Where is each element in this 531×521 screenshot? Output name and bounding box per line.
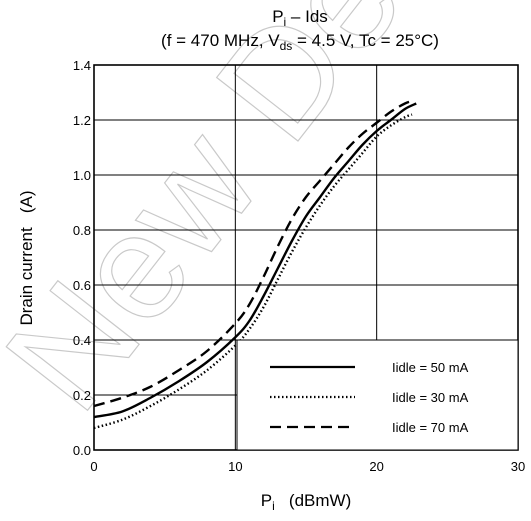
y-tick-label: 1.4	[73, 58, 91, 73]
x-tick-label: 30	[511, 459, 525, 474]
y-tick-label: 0.0	[73, 443, 91, 458]
legend-label-70ma: Iidle = 70 mA	[392, 420, 469, 435]
legend-box	[237, 340, 518, 450]
y-tick-label: 0.6	[73, 278, 91, 293]
legend-label-50ma: Iidle = 50 mA	[392, 360, 469, 375]
y-axis-label: Drain current (A)	[17, 190, 36, 325]
x-tick-label: 10	[228, 459, 242, 474]
x-axis-ticks: 0 10 20 30	[90, 459, 525, 474]
legend: Iidle = 50 mA Iidle = 30 mA Iidle = 70 m…	[237, 340, 518, 450]
chart-title-line2: (f = 470 MHz, Vds = 4.5 V, Tc = 25°C)	[161, 31, 439, 53]
x-tick-label: 20	[369, 459, 383, 474]
chart-title-line1: Pi – Ids	[272, 7, 328, 29]
y-tick-label: 0.8	[73, 223, 91, 238]
y-tick-label: 0.4	[73, 333, 91, 348]
x-axis-label: Pi (dBmW)	[261, 491, 352, 513]
y-tick-label: 0.2	[73, 388, 91, 403]
y-tick-label: 1.0	[73, 168, 91, 183]
x-tick-label: 0	[90, 459, 97, 474]
y-tick-label: 1.2	[73, 113, 91, 128]
legend-label-30ma: Iidle = 30 mA	[392, 390, 469, 405]
